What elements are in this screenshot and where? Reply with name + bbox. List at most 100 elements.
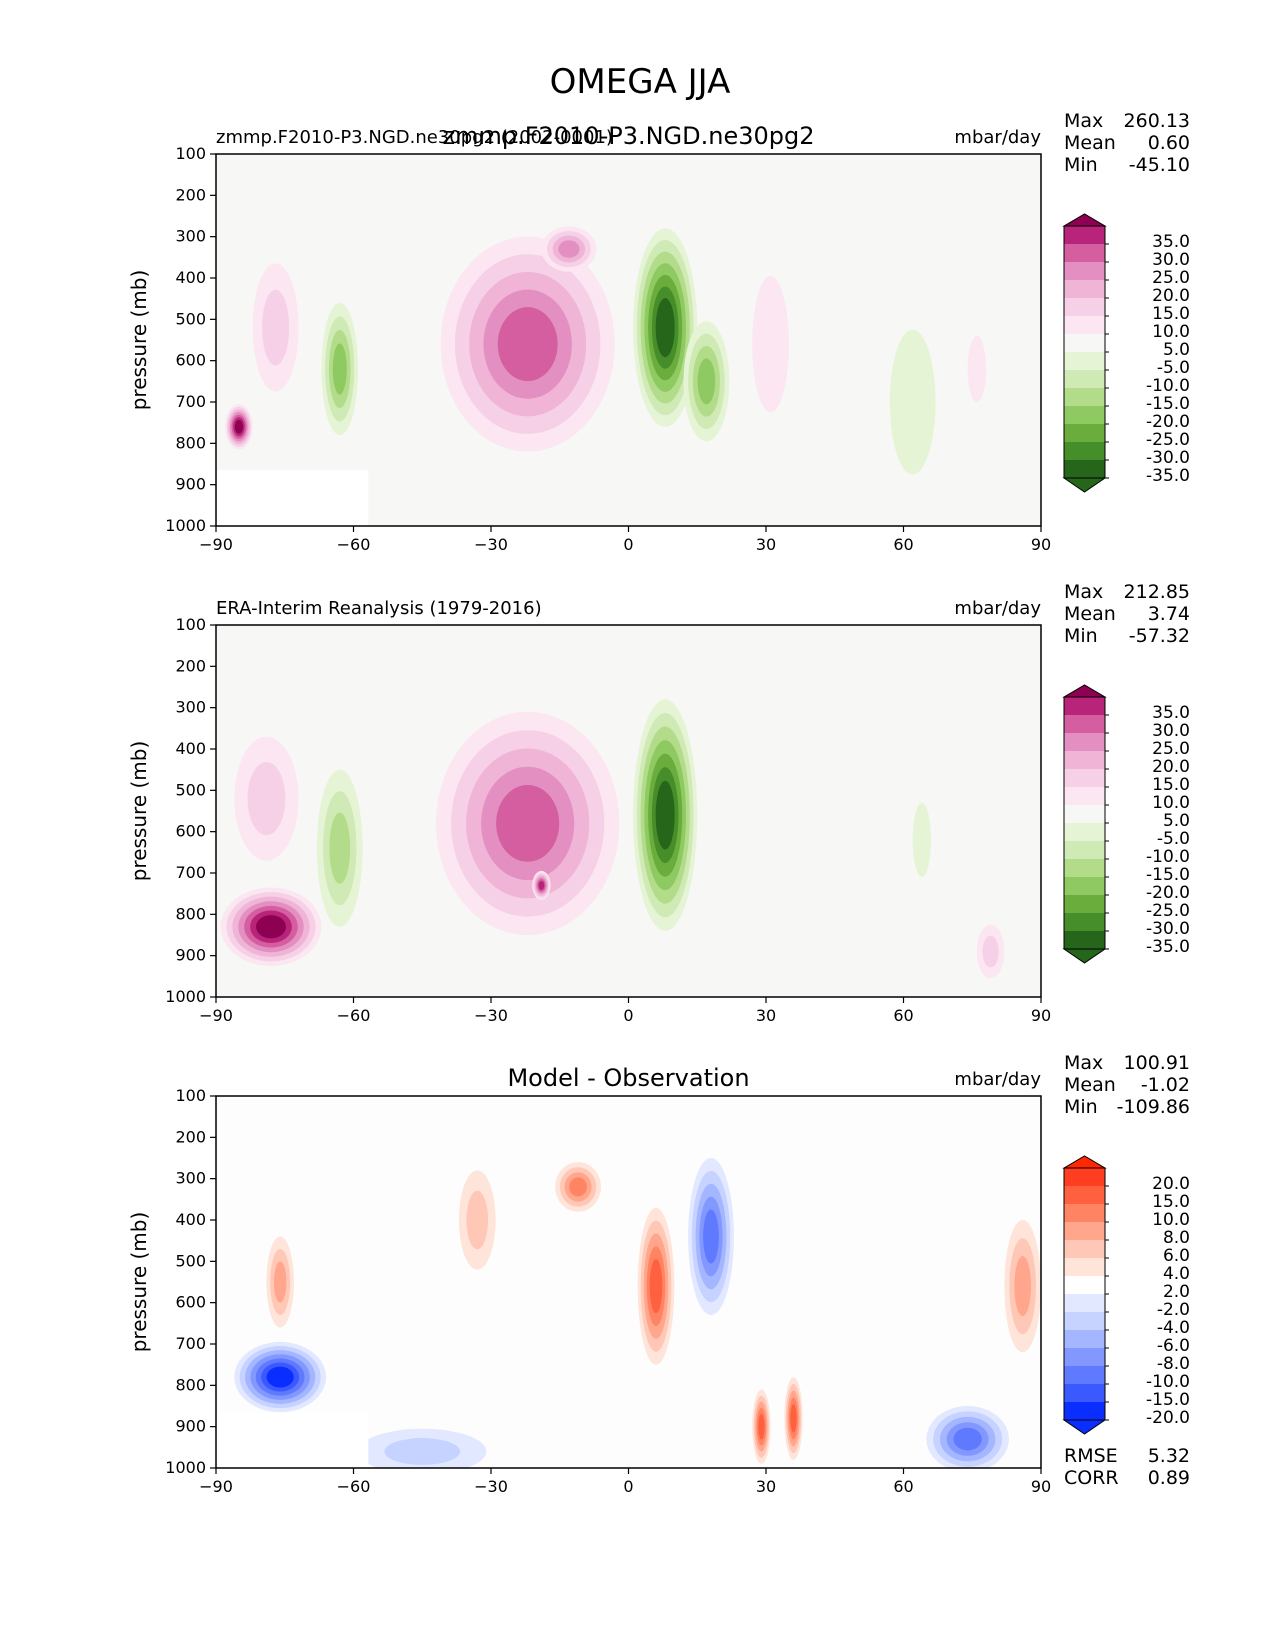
colorbar-segment (1064, 1348, 1105, 1366)
contour-band-7-5 (758, 1413, 765, 1440)
y-tick-label: 200 (175, 1127, 206, 1146)
colorbar-segment (1064, 1186, 1105, 1204)
left-title: zmmp.F2010-P3.NGD.ne30pg2 (2002-0001) (216, 127, 613, 148)
colorbar-label: 5.0 (1163, 811, 1190, 831)
colorbar-segment (1064, 733, 1105, 751)
x-tick-label: 90 (1031, 1477, 1051, 1496)
colorbar-label: 25.0 (1152, 739, 1190, 759)
x-tick-label: 0 (623, 535, 633, 554)
panel-1: −90 −60 −30 0 30 60 90 100 200 300 400 500 600 700 800… (127, 110, 1190, 554)
x-tick-label: 90 (1031, 1006, 1051, 1025)
center-title: Model - Observation (507, 1064, 749, 1092)
y-tick-label: 400 (175, 1210, 206, 1229)
y-tick-label: 300 (175, 1169, 206, 1188)
colorbar-segment (1064, 262, 1105, 280)
colorbar-segment (1064, 697, 1105, 715)
colorbar-label: -5.0 (1157, 358, 1190, 378)
colorbar-label: -6.0 (1157, 1336, 1190, 1356)
colorbar-segment (1064, 1294, 1105, 1312)
contour-band-2-5 (649, 1259, 663, 1314)
panel-3: −90 −60 −30 0 30 60 90 100 200 300 400 500 600 700 800… (127, 1052, 1190, 1496)
colorbar-segment (1064, 1366, 1105, 1384)
colorbar-label: -8.0 (1157, 1354, 1190, 1374)
y-tick-label: 800 (175, 433, 206, 452)
extra-stat-value: 0.89 (1148, 1467, 1190, 1489)
colorbar-cap-top (1062, 1155, 1107, 1169)
colorbar-segment (1064, 805, 1105, 823)
x-tick-label: −60 (337, 535, 371, 554)
colorbar-label: -20.0 (1146, 1408, 1190, 1428)
stat-value: 0.60 (1148, 132, 1190, 154)
contour-band-6-2 (262, 289, 290, 366)
colorbar-label: 15.0 (1152, 775, 1190, 795)
colorbar-label: 20.0 (1152, 1174, 1190, 1194)
x-tick-label: −90 (199, 1477, 233, 1496)
colorbar-segment (1064, 1402, 1105, 1420)
colorbar-cap-bottom (1062, 1419, 1107, 1435)
x-tick-label: −90 (199, 535, 233, 554)
x-tick-label: −30 (474, 1006, 508, 1025)
colorbar-segment (1064, 334, 1105, 352)
colorbar-segment (1064, 787, 1105, 805)
colorbar-label: -5.0 (1157, 829, 1190, 849)
colorbar-segment (1064, 316, 1105, 334)
colorbar-segment (1064, 1312, 1105, 1330)
colorbar-label: 35.0 (1152, 703, 1190, 723)
stat-value: 260.13 (1124, 110, 1190, 132)
colorbar-label: -10.0 (1146, 1372, 1190, 1392)
y-tick-label: 400 (175, 268, 206, 287)
colorbar-segment (1064, 1330, 1105, 1348)
y-tick-label: 700 (175, 392, 206, 411)
colorbar-segment (1064, 226, 1105, 244)
contour-field (220, 699, 1005, 979)
y-axis-label: pressure (mb) (127, 1212, 151, 1353)
colorbar-label: -15.0 (1146, 865, 1190, 885)
colorbar-label: -25.0 (1146, 901, 1190, 921)
contour-band-4-4 (697, 358, 716, 405)
colorbar-segment (1064, 370, 1105, 388)
y-tick-label: 700 (175, 1334, 206, 1353)
y-tick-label: 100 (175, 1086, 206, 1105)
colorbar-segment (1064, 442, 1105, 460)
contour-band-9-1 (889, 329, 936, 475)
y-tick-label: 300 (175, 227, 206, 246)
colorbar-label: -10.0 (1146, 847, 1190, 867)
colorbar-label: 6.0 (1163, 1246, 1190, 1266)
missing-data-mask (217, 470, 369, 526)
contour-band-6-3 (329, 812, 351, 884)
contour-band-1-5 (497, 307, 558, 382)
stat-value: -45.10 (1129, 154, 1190, 176)
colorbar-label: 2.0 (1163, 1282, 1190, 1302)
contour-band-8-5 (790, 1404, 797, 1433)
contour-band-6-3 (273, 1261, 287, 1303)
x-tick-label: 30 (756, 1477, 776, 1496)
y-tick-label: 100 (175, 615, 206, 634)
y-tick-label: 500 (175, 780, 206, 799)
x-tick-label: 60 (893, 535, 913, 554)
contour-band-10-1 (967, 335, 986, 402)
colorbar-segment (1064, 841, 1105, 859)
colorbar-segment (1064, 1258, 1105, 1276)
y-tick-label: 900 (175, 946, 206, 965)
colorbar-label: 4.0 (1163, 1264, 1190, 1284)
x-tick-label: −30 (474, 535, 508, 554)
panels: −90 −60 −30 0 30 60 90100200300400500600700800… (127, 110, 1190, 1496)
colorbar-segment (1064, 1276, 1105, 1294)
x-tick-label: 0 (623, 1477, 633, 1496)
contour-band-11-2 (384, 1438, 461, 1465)
colorbar-label: 10.0 (1152, 793, 1190, 813)
colorbar-cap-top (1062, 213, 1107, 227)
contour-band-7-1 (912, 802, 931, 878)
colorbar-segment (1064, 931, 1105, 949)
colorbar-cap-bottom (1062, 477, 1107, 493)
x-tick-label: −60 (337, 1477, 371, 1496)
x-tick-label: −90 (199, 1006, 233, 1025)
contour-band-5-7 (234, 420, 244, 434)
contour-field (225, 226, 986, 475)
colorbar-segment (1064, 352, 1105, 370)
y-tick-label: 100 (175, 144, 206, 163)
units-label: mbar/day (954, 127, 1041, 148)
y-axis-label: pressure (mb) (127, 270, 151, 411)
colorbar-segment (1064, 1204, 1105, 1222)
x-tick-label: 60 (893, 1477, 913, 1496)
